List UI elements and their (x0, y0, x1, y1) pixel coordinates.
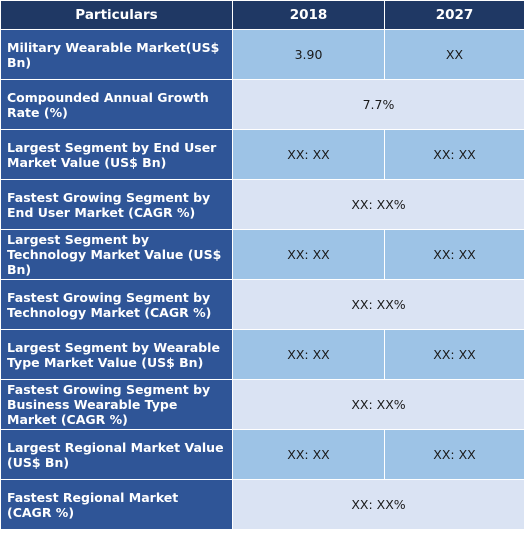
value-span: 7.7% (232, 79, 524, 130)
value-2027: XX: XX (384, 429, 524, 480)
row-label: Fastest Growing Segment by End User Mark… (0, 179, 233, 230)
header-row: Particulars 2018 2027 (0, 0, 524, 30)
row-label: Military Wearable Market(US$ Bn) (0, 29, 233, 80)
table-row: Compounded Annual Growth Rate (%) 7.7% (0, 79, 524, 130)
table-row: Largest Segment by Wearable Type Market … (0, 329, 524, 380)
table-row: Military Wearable Market(US$ Bn) 3.90 XX (0, 29, 524, 80)
value-span: XX: XX% (232, 179, 524, 230)
header-2018: 2018 (232, 0, 385, 30)
table-row: Largest Segment by End User Market Value… (0, 129, 524, 180)
value-2018: XX: XX (232, 229, 385, 280)
table-row: Fastest Growing Segment by Business Wear… (0, 379, 524, 430)
row-label: Compounded Annual Growth Rate (%) (0, 79, 233, 130)
value-2027: XX (384, 29, 524, 80)
value-2027: XX: XX (384, 129, 524, 180)
row-label: Fastest Regional Market (CAGR %) (0, 479, 233, 530)
value-span: XX: XX% (232, 279, 524, 330)
value-2018: XX: XX (232, 429, 385, 480)
header-particulars: Particulars (0, 0, 233, 30)
table-row: Largest Segment by Technology Market Val… (0, 229, 524, 280)
table-row: Fastest Regional Market (CAGR %) XX: XX% (0, 479, 524, 530)
header-2027: 2027 (384, 0, 524, 30)
value-2018: 3.90 (232, 29, 385, 80)
value-span: XX: XX% (232, 479, 524, 530)
value-span: XX: XX% (232, 379, 524, 430)
value-2018: XX: XX (232, 329, 385, 380)
row-label: Largest Regional Market Value (US$ Bn) (0, 429, 233, 480)
row-label: Largest Segment by End User Market Value… (0, 129, 233, 180)
row-label: Largest Segment by Wearable Type Market … (0, 329, 233, 380)
value-2018: XX: XX (232, 129, 385, 180)
value-2027: XX: XX (384, 229, 524, 280)
table-row: Fastest Growing Segment by Technology Ma… (0, 279, 524, 330)
table-row: Fastest Growing Segment by End User Mark… (0, 179, 524, 230)
row-label: Fastest Growing Segment by Business Wear… (0, 379, 233, 430)
row-label: Largest Segment by Technology Market Val… (0, 229, 233, 280)
row-label: Fastest Growing Segment by Technology Ma… (0, 279, 233, 330)
table-row: Largest Regional Market Value (US$ Bn) X… (0, 429, 524, 480)
value-2027: XX: XX (384, 329, 524, 380)
